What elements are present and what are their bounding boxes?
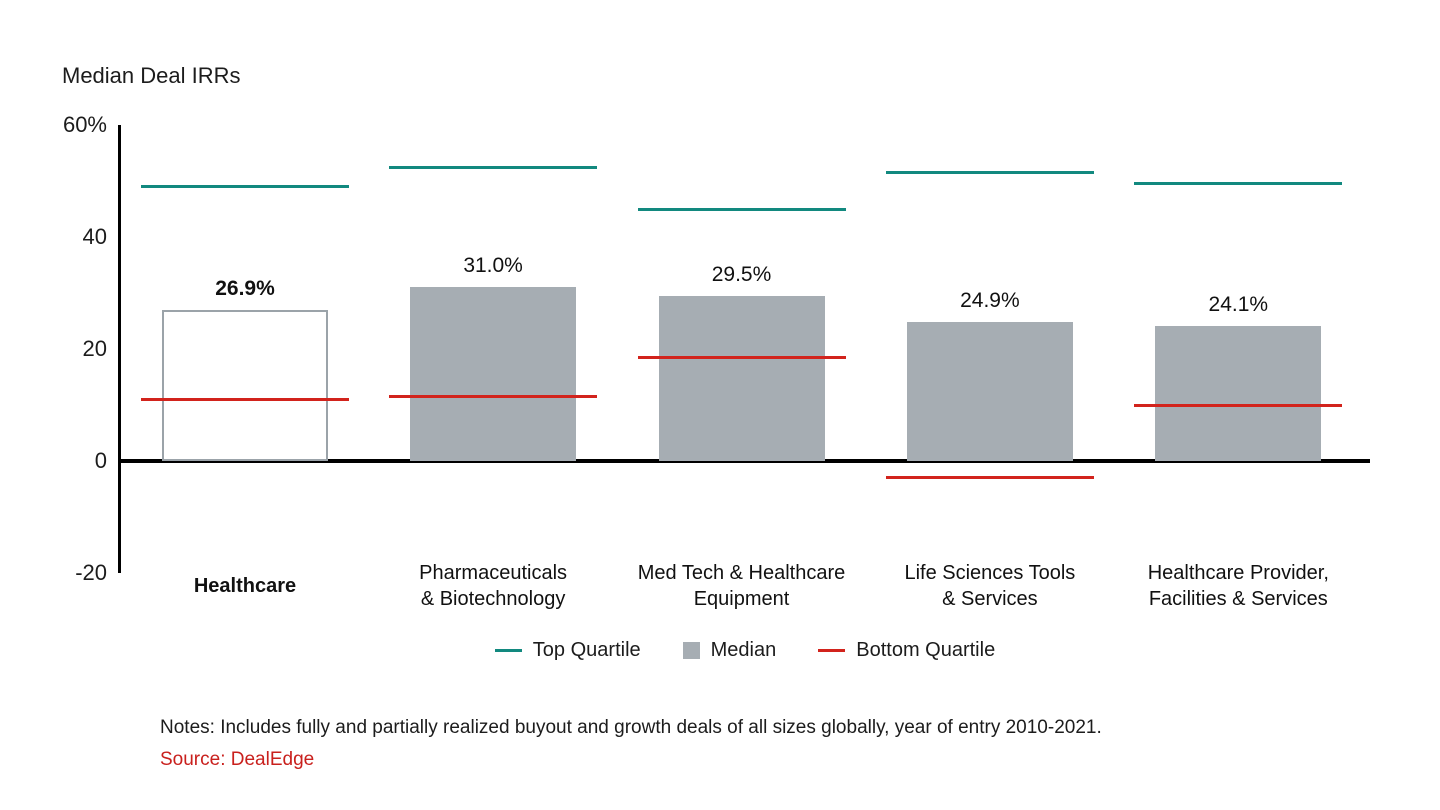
legend-item: Top Quartile	[494, 638, 641, 662]
bottom-quartile-line	[141, 397, 349, 401]
category-label-line: Equipment	[693, 588, 790, 610]
median-bar	[410, 287, 577, 461]
legend-label: Bottom Quartile	[856, 638, 996, 661]
top-quartile-line	[389, 165, 598, 169]
bar-value-label: 24.9%	[960, 288, 1020, 312]
legend-bottom-quartile-swatch-icon	[818, 648, 846, 652]
y-tick-label: 60%	[62, 112, 107, 137]
legend-median-swatch-icon	[682, 641, 700, 659]
top-quartile-line	[637, 207, 846, 211]
category-label: Pharmaceuticals & Biotechnology	[361, 558, 625, 614]
top-quartile-line	[141, 185, 349, 189]
category-label-line: & Biotechnology	[420, 588, 566, 610]
category-label-line: Facilities & Services	[1148, 588, 1328, 610]
source-text: Source: DealEdge	[160, 749, 315, 770]
median-bar	[162, 310, 328, 461]
legend-item: Bottom Quartile	[818, 639, 995, 662]
median-bar	[1155, 326, 1322, 461]
x-axis-zero-line	[118, 459, 1370, 463]
bar-value-label: 31.0%	[463, 254, 523, 278]
legend-label: Top Quartile	[532, 638, 641, 661]
chart-legend: Top Quartile Median Bottom Quartile	[120, 633, 1370, 667]
bottom-quartile-line	[389, 395, 598, 399]
category-label-line: Pharmaceuticals	[419, 562, 568, 584]
category-label-line: & Services	[942, 588, 1038, 610]
category-label: Med Tech & Healthcare Equipment	[610, 558, 874, 614]
y-tick-label: 0	[94, 448, 107, 473]
category-label-line: Life Sciences Tools	[904, 562, 1076, 584]
category-label: Healthcare Provider, Facilities & Service…	[1106, 558, 1370, 614]
notes-text: Notes: Includes fully and partially real…	[160, 717, 1102, 738]
category-label-line: Healthcare	[193, 575, 297, 597]
y-tick-label: 40	[82, 224, 107, 249]
category-label-line: Med Tech & Healthcare	[637, 562, 846, 584]
bar-value-label: 29.5%	[711, 262, 772, 286]
legend-item: Median	[682, 638, 777, 662]
y-tick-label: -20	[75, 560, 107, 585]
y-tick-label: 20	[82, 336, 107, 361]
median-bar	[658, 295, 825, 461]
bottom-quartile-line	[1134, 403, 1343, 407]
top-quartile-line	[1134, 182, 1343, 186]
legend-top-quartile-swatch-icon	[494, 648, 522, 652]
bar-value-label: 24.1%	[1208, 293, 1269, 317]
median-bar	[906, 321, 1073, 461]
bottom-quartile-line	[637, 355, 846, 359]
y-axis-line	[118, 125, 121, 573]
chart-title: Median Deal IRRs	[62, 63, 241, 88]
category-label: Life Sciences Tools & Services	[858, 558, 1122, 614]
legend-label: Median	[710, 638, 777, 661]
category-label: Healthcare	[113, 558, 377, 614]
top-quartile-line	[885, 171, 1094, 175]
bottom-quartile-line	[885, 476, 1094, 480]
category-label-line: Healthcare Provider,	[1147, 562, 1329, 584]
bar-value-label: 26.9%	[215, 277, 275, 301]
